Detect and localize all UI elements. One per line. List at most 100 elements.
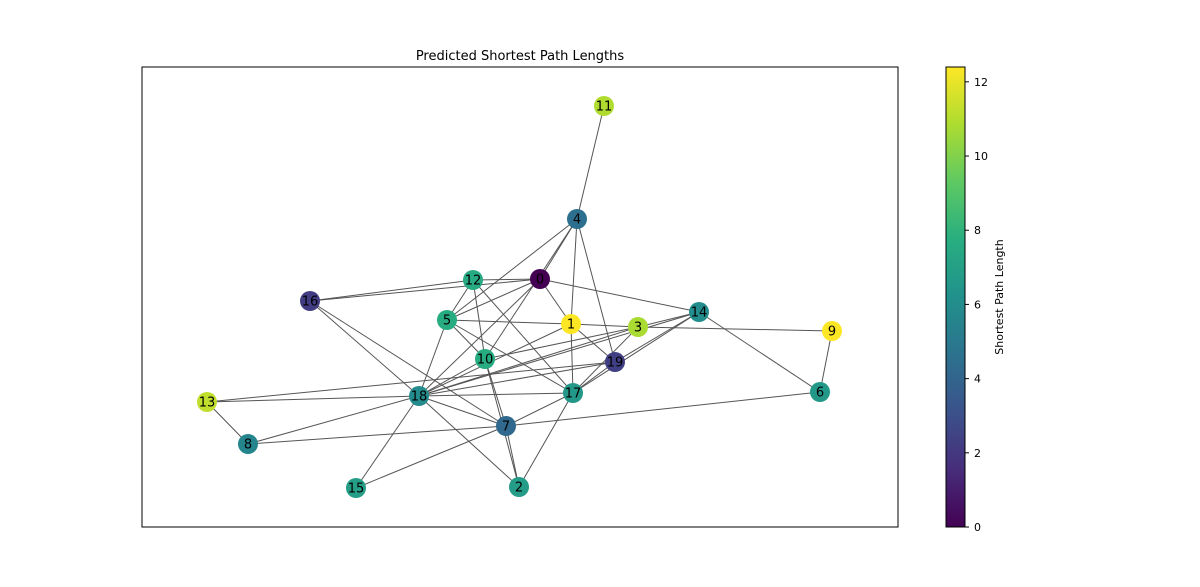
edge-17-2: [518, 392, 574, 488]
edge-5-17: [446, 319, 574, 394]
node-11: 11: [594, 96, 614, 116]
node-0-label: 0: [536, 273, 544, 288]
edge-12-0: [472, 278, 541, 281]
edge-18-17: [418, 392, 574, 397]
node-17: 17: [563, 383, 583, 403]
edge-13-18: [206, 395, 420, 403]
node-3: 3: [628, 317, 648, 337]
node-5-label: 5: [443, 314, 451, 329]
node-4-label: 4: [573, 213, 581, 228]
node-7-circle: [496, 416, 516, 436]
edge-10-7: [484, 358, 507, 427]
node-15: 15: [346, 478, 366, 498]
node-10: 10: [475, 349, 495, 369]
node-16: 16: [300, 291, 320, 311]
edge-12-17: [472, 279, 574, 394]
edge-0-5: [446, 278, 541, 321]
edge-1-3: [570, 323, 639, 328]
node-7-label: 7: [502, 420, 510, 435]
node-1-circle: [561, 314, 581, 334]
node-10-circle: [475, 349, 495, 369]
edge-3-9: [637, 326, 833, 332]
node-18-circle: [409, 386, 429, 406]
node-1-label: 1: [567, 318, 575, 333]
edge-1-18: [418, 323, 572, 397]
edge-7-15: [355, 425, 507, 489]
node-1: 1: [561, 314, 581, 334]
node-2-circle: [509, 477, 529, 497]
node-3-circle: [628, 317, 648, 337]
edge-16-7: [309, 300, 507, 427]
colorbar-label: Shortest Path Length: [993, 239, 1006, 354]
node-8-label: 8: [244, 438, 252, 453]
node-14: 14: [689, 302, 709, 322]
node-9-label: 9: [828, 325, 836, 340]
edge-12-10: [472, 279, 486, 360]
colorbar-tick-label-10: 10: [974, 150, 988, 163]
edge-17-7: [505, 392, 574, 427]
node-13-circle: [197, 392, 217, 412]
node-10-label: 10: [477, 353, 494, 368]
node-2-label: 2: [515, 481, 523, 496]
node-13: 13: [197, 392, 217, 412]
colorbar-gradient: [945, 66, 966, 528]
edge-16-18: [309, 300, 420, 397]
node-15-label: 15: [348, 482, 365, 497]
node-16-circle: [300, 291, 320, 311]
edge-18-8: [247, 395, 420, 445]
node-13-label: 13: [199, 396, 216, 411]
node-8-circle: [238, 434, 258, 454]
edge-0-14: [539, 278, 700, 313]
node-0-circle: [530, 269, 550, 289]
edge-11-4: [576, 105, 605, 220]
colorbar-tick-label-4: 4: [974, 373, 981, 386]
edge-9-6: [819, 330, 833, 393]
node-6: 6: [810, 382, 830, 402]
node-8: 8: [238, 434, 258, 454]
edge-5-18: [418, 319, 448, 397]
edge-19-18: [418, 361, 616, 397]
node-3-label: 3: [634, 321, 642, 336]
edge-7-2: [505, 425, 520, 488]
graph-edges: [206, 105, 833, 489]
node-9: 9: [822, 321, 842, 341]
node-19-label: 19: [607, 356, 624, 371]
node-5-circle: [437, 310, 457, 330]
edge-4-1: [570, 218, 578, 325]
node-6-circle: [810, 382, 830, 402]
edge-14-17: [572, 311, 700, 394]
edge-19-13: [206, 361, 616, 403]
edge-0-16: [309, 278, 541, 302]
edge-12-16: [309, 279, 474, 302]
edge-14-18: [418, 311, 700, 397]
node-19-circle: [605, 352, 625, 372]
edge-1-17: [570, 323, 574, 394]
node-4: 4: [567, 209, 587, 229]
edge-5-1: [446, 319, 572, 325]
node-4-circle: [567, 209, 587, 229]
plot-frame: [141, 66, 899, 528]
colorbar: 0 2 4 6 8 10 12 Shortest Path Length: [945, 66, 1006, 534]
edge-4-5: [446, 218, 578, 321]
node-11-label: 11: [596, 100, 613, 115]
node-12: 12: [463, 270, 483, 290]
node-12-circle: [463, 270, 483, 290]
edge-18-7: [418, 395, 507, 427]
node-11-circle: [594, 96, 614, 116]
edge-7-6: [505, 391, 821, 427]
edge-0-18: [418, 278, 541, 397]
node-15-circle: [346, 478, 366, 498]
edge-14-6: [698, 311, 821, 393]
node-5: 5: [437, 310, 457, 330]
node-19: 19: [605, 352, 625, 372]
edge-3-10: [484, 326, 639, 360]
node-12-label: 12: [465, 274, 482, 289]
colorbar-ticks: 0 2 4 6 8 10 12: [965, 76, 988, 534]
node-2: 2: [509, 477, 529, 497]
colorbar-tick-label-8: 8: [974, 224, 981, 237]
colorbar-tick-label-12: 12: [974, 76, 988, 89]
node-17-circle: [563, 383, 583, 403]
